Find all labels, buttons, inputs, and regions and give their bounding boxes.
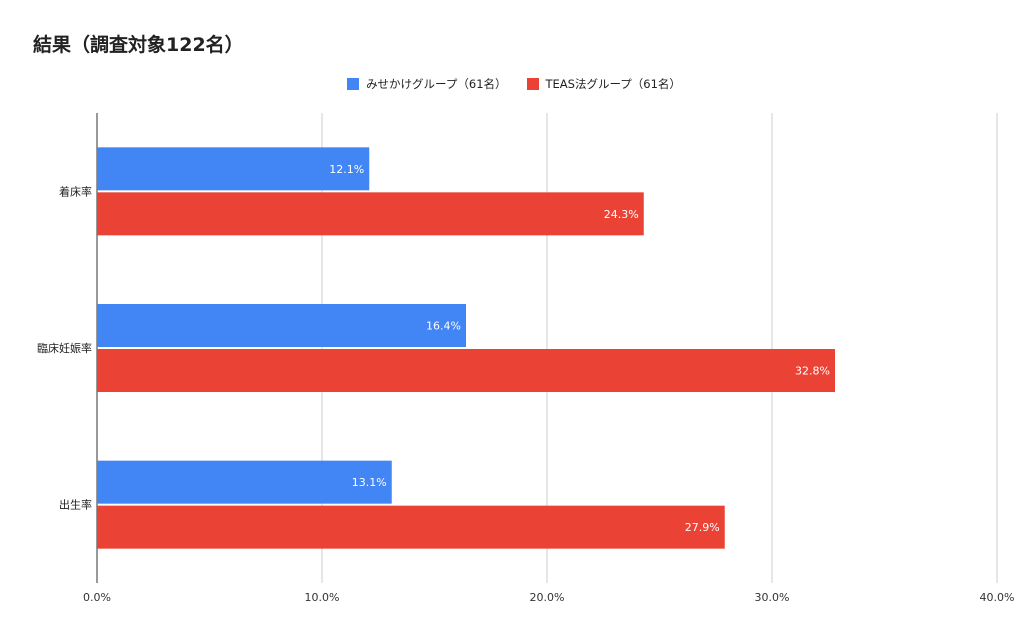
data-label: 24.3% — [604, 208, 639, 221]
legend-item-sham[interactable]: みせかけグループ（61名） — [347, 76, 507, 92]
category-label: 出生率 — [59, 498, 92, 512]
category-label: 臨床妊娠率 — [37, 341, 92, 355]
data-label: 27.9% — [685, 521, 720, 534]
chart-title: 結果（調査対象122名） — [33, 34, 244, 56]
legend: みせかけグループ（61名） TEAS法グループ（61名） — [0, 76, 1028, 92]
legend-label-teas: TEAS法グループ（61名） — [545, 77, 681, 91]
data-label: 12.1% — [329, 163, 364, 176]
data-label: 32.8% — [795, 365, 830, 378]
legend-swatch-teas — [526, 78, 539, 90]
bar — [97, 505, 725, 549]
x-tick-label: 20.0% — [530, 591, 565, 604]
legend-swatch-sham — [347, 78, 360, 90]
x-tick-label: 40.0% — [980, 591, 1015, 604]
data-label: 16.4% — [426, 320, 461, 333]
bar — [97, 460, 392, 504]
category-label: 着床率 — [59, 184, 92, 198]
legend-item-teas[interactable]: TEAS法グループ（61名） — [526, 76, 681, 92]
legend-label-sham: みせかけグループ（61名） — [366, 77, 507, 91]
bar — [97, 147, 370, 191]
bar — [97, 304, 466, 347]
bar — [97, 349, 835, 392]
x-tick-label: 0.0% — [83, 591, 111, 604]
bar — [97, 192, 644, 236]
x-tick-label: 30.0% — [755, 591, 790, 604]
x-tick-label: 10.0% — [305, 591, 340, 604]
data-label: 13.1% — [352, 476, 387, 489]
